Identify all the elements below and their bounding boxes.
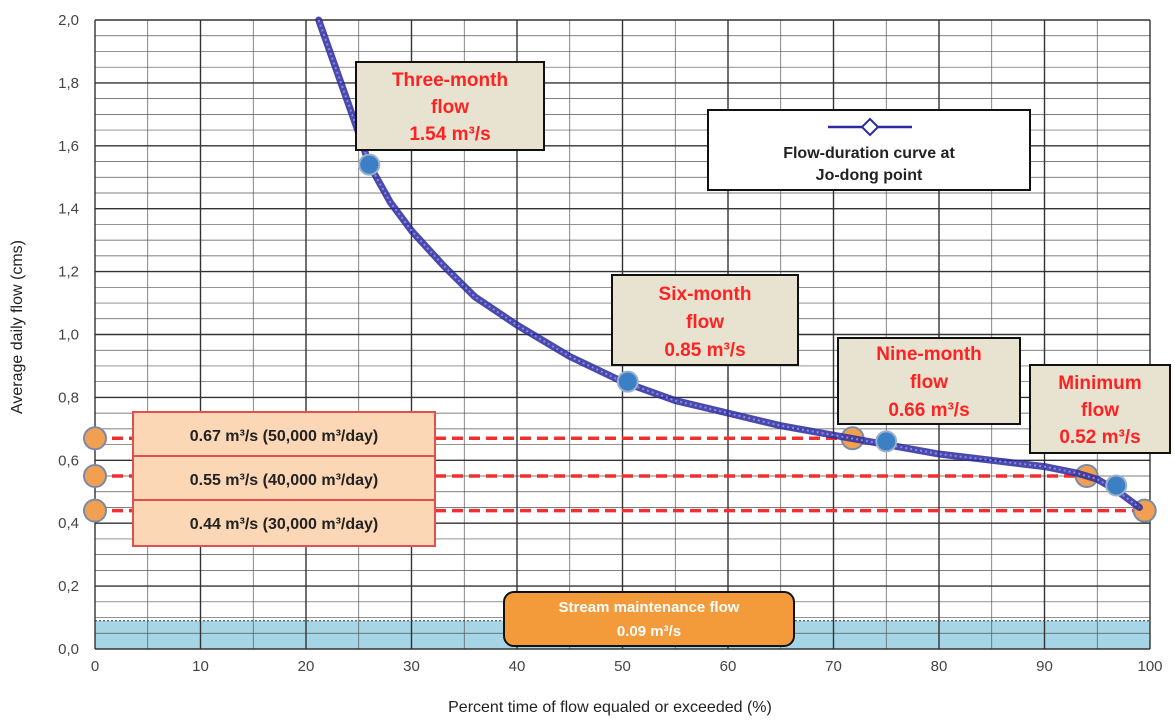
x-tick-label: 90 (1036, 658, 1053, 675)
x-tick-label: 80 (931, 658, 948, 675)
reference-start-point (83, 426, 107, 451)
x-tick-label: 50 (614, 658, 631, 675)
callout-six-month-line3: 0.85 m³/s (664, 340, 745, 361)
y-tick-label: 1,4 (58, 201, 79, 218)
callout-minimum: Minimum flow 0.52 m³/s (1029, 364, 1171, 454)
reference-start-point (83, 498, 107, 523)
reference-label-044-text: 0.44 m³/s (30,000 m³/day) (190, 516, 379, 533)
key-point-marker (358, 153, 381, 176)
reference-label-067-text: 0.67 m³/s (50,000 m³/day) (190, 428, 379, 445)
key-point-marker (616, 370, 639, 393)
y-tick-label: 1,6 (58, 138, 79, 155)
legend-label-line2: Jo-dong point (816, 167, 923, 184)
reference-start-point (83, 464, 107, 489)
y-tick-label: 0,2 (58, 578, 79, 595)
key-point-marker (1105, 474, 1128, 497)
flow-duration-curve-markers (317, 19, 1141, 509)
callout-three-month: Three-month flow 1.54 m³/s (355, 61, 545, 151)
callout-minimum-line1: Minimum (1058, 373, 1141, 394)
reference-label-067: 0.67 m³/s (50,000 m³/day) (132, 411, 436, 459)
callout-nine-month-line2: flow (910, 372, 948, 393)
reference-label-055: 0.55 m³/s (40,000 m³/day) (132, 455, 436, 503)
y-tick-label: 0,0 (58, 641, 79, 658)
x-tick-label: 10 (192, 658, 209, 675)
callout-three-month-line2: flow (431, 97, 469, 118)
legend: Flow-duration curve at Jo-dong point (707, 109, 1031, 191)
reference-label-055-text: 0.55 m³/s (40,000 m³/day) (190, 472, 379, 489)
y-tick-label: 2,0 (58, 12, 79, 29)
callout-nine-month-line3: 0.66 m³/s (888, 400, 969, 421)
callout-minimum-line3: 0.52 m³/s (1059, 427, 1140, 448)
callout-six-month: Six-month flow 0.85 m³/s (611, 274, 799, 366)
key-point-marker (875, 430, 898, 453)
x-tick-label: 40 (509, 658, 526, 675)
callout-three-month-line3: 1.54 m³/s (409, 124, 490, 145)
y-tick-label: 1,0 (58, 327, 79, 344)
legend-diamond-marker (860, 117, 880, 137)
legend-label-line1: Flow-duration curve at (783, 145, 955, 162)
x-tick-label: 70 (825, 658, 842, 675)
maintenance-flow-label: Stream maintenance flow 0.09 m³/s (503, 591, 795, 647)
y-tick-label: 1,2 (58, 264, 79, 281)
key-points (358, 153, 1128, 497)
maintenance-flow-title: Stream maintenance flow (559, 599, 740, 616)
y-axis-title: Average daily flow (cms) (9, 240, 26, 414)
y-tick-label: 0,6 (58, 452, 79, 469)
maintenance-flow-value: 0.09 m³/s (617, 623, 681, 640)
callout-minimum-line2: flow (1081, 400, 1119, 421)
x-tick-label: 20 (298, 658, 315, 675)
x-tick-label: 0 (91, 658, 99, 675)
reference-label-044: 0.44 m³/s (30,000 m³/day) (132, 499, 436, 547)
callout-nine-month-line1: Nine-month (876, 344, 982, 365)
curve-layer (315, 16, 1143, 511)
y-tick-label: 1,8 (58, 75, 79, 92)
x-axis-title: Percent time of flow equaled or exceeded… (448, 699, 772, 716)
x-tick-label: 30 (403, 658, 420, 675)
callout-six-month-line2: flow (686, 312, 724, 333)
callout-three-month-line1: Three-month (392, 70, 508, 91)
x-tick-label: 100 (1137, 658, 1162, 675)
callout-nine-month: Nine-month flow 0.66 m³/s (837, 337, 1021, 425)
y-tick-label: 0,4 (58, 515, 79, 532)
callout-six-month-line1: Six-month (659, 284, 752, 305)
x-tick-label: 60 (720, 658, 737, 675)
tick-labels: 0 10 20 30 40 50 60 70 80 90 100 0,0 0,2 0,4 0,6 0,8 1,0… (58, 12, 1162, 675)
y-tick-label: 0,8 (58, 389, 79, 406)
